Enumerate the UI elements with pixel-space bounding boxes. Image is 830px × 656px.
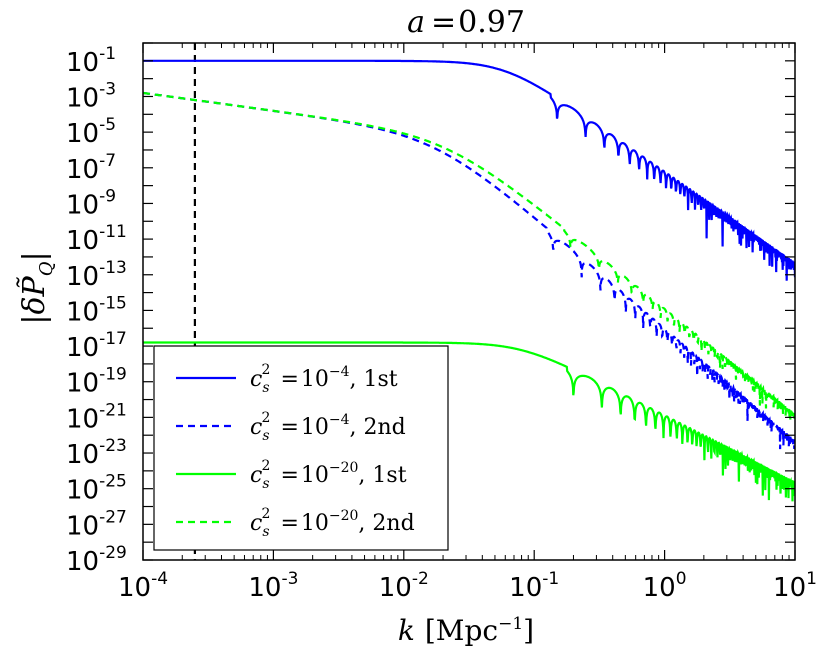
y-tick-label: 10-5	[66, 115, 116, 149]
y-tick-label: 10-21	[66, 400, 127, 434]
x-tick-label: 100	[643, 569, 687, 603]
y-axis-label: |δP̃Q|	[17, 251, 57, 324]
x-tick-label: 10-3	[248, 569, 298, 603]
y-tick-label: 10-27	[66, 507, 127, 541]
series-line-s4	[143, 91, 795, 420]
x-tick-label: 10-2	[379, 569, 429, 603]
series-line-s1	[143, 59, 795, 281]
plot-area	[142, 42, 796, 561]
x-axis-label: k [Mpc−1]	[398, 614, 534, 647]
svg-text:|δP̃Q|: |δP̃Q|	[17, 251, 57, 324]
y-tick-label: 10-1	[66, 44, 116, 78]
plot-frame	[142, 42, 796, 561]
y-tick-label: 10-17	[66, 329, 127, 363]
y-tick-label: 10-25	[66, 472, 127, 506]
legend-box	[153, 345, 449, 551]
legend-label-s2: cs2 =10−4, 2nd	[250, 410, 406, 444]
chart-title: a =0.97	[407, 5, 525, 40]
x-tick-label: 101	[773, 569, 817, 603]
y-tick-label: 10-13	[66, 258, 127, 292]
y-tick-label: 10-9	[66, 186, 116, 220]
axis-ticks: 10-4 10-3 10-2 10-1 100 10110-110-310-510-710…	[66, 42, 817, 603]
legend-label-s4: cs2 =10−20, 2nd	[250, 506, 415, 540]
y-tick-label: 10-11	[66, 222, 127, 256]
y-tick-label: 10-15	[66, 293, 127, 327]
legend: cs2 =10−4, 1st cs2 =10−4, 2nd cs2 =10−20, 1st…	[153, 345, 449, 551]
y-tick-label: 10-3	[66, 79, 116, 113]
legend-label-s1: cs2 =10−4, 1st	[250, 362, 398, 396]
y-tick-label: 10-7	[66, 151, 116, 185]
x-tick-label: 10-4	[118, 569, 168, 603]
legend-label-s3: cs2 =10−20, 1st	[250, 458, 407, 492]
y-tick-label: 10-19	[66, 365, 127, 399]
y-tick-label: 10-29	[66, 543, 127, 577]
y-tick-label: 10-23	[66, 436, 127, 470]
series-line-s3	[143, 341, 795, 502]
x-tick-label: 10-1	[509, 569, 559, 603]
